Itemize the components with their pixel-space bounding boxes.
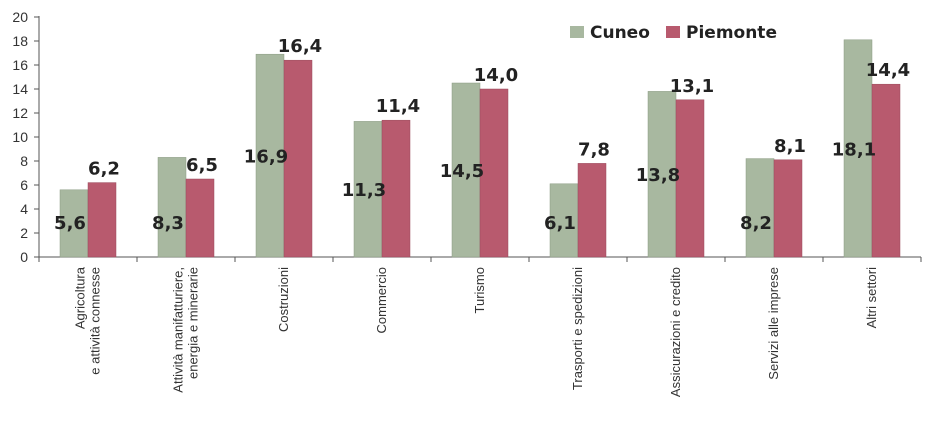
category-label-line: e attività connesse	[88, 267, 103, 375]
category-label: Assicurazioni e credito	[668, 267, 683, 397]
category-label: Commercio	[374, 267, 389, 333]
bar-piemonte	[675, 99, 705, 258]
data-label-piemonte: 8,1	[774, 136, 806, 157]
bar-piemonte	[577, 163, 607, 258]
category-label-line: energia e minerarie	[186, 267, 201, 379]
chart-bars	[59, 39, 901, 258]
data-label-piemonte: 6,5	[186, 155, 218, 176]
data-label-piemonte: 16,4	[278, 36, 322, 57]
category-label-line: Attività manifatturiere,	[171, 267, 186, 393]
bar-cuneo	[59, 189, 89, 258]
bar-cuneo	[549, 183, 579, 258]
bar-piemonte	[773, 159, 803, 258]
bar-piemonte	[871, 83, 901, 258]
bar-cuneo	[843, 39, 873, 258]
bar-piemonte	[283, 59, 313, 258]
y-tick-label: 0	[20, 249, 28, 265]
legend-label: Cuneo	[590, 23, 650, 43]
y-tick-label: 6	[20, 177, 28, 193]
data-label-piemonte: 14,4	[866, 60, 910, 81]
chart-category-labels: Agricolturae attività connesse Attività m…	[73, 266, 880, 397]
bar-cuneo	[353, 121, 383, 258]
data-label-piemonte: 13,1	[670, 76, 714, 97]
data-label-piemonte: 11,4	[376, 96, 420, 117]
legend-label: Piemonte	[686, 23, 777, 43]
category-label-line: Commercio	[374, 267, 389, 333]
category-label: Costruzioni	[276, 267, 291, 332]
category-label: Attività manifatturiere,energia e minera…	[171, 267, 201, 393]
bar-cuneo	[451, 82, 481, 258]
bar-piemonte	[185, 178, 215, 258]
bar-cuneo	[745, 158, 775, 258]
data-label-cuneo: 5,6	[54, 213, 86, 234]
data-label-cuneo: 6,1	[544, 213, 576, 234]
chart-data-labels: 5,6 6,2 8,3 6,5 16,9 16,4 11,3 11,4 14,5 14,0 6,1 7…	[54, 36, 910, 234]
y-tick-label: 10	[12, 129, 28, 145]
category-label-line: Agricoltura	[73, 266, 88, 329]
category-label-line: Servizi alle imprese	[766, 267, 781, 380]
legend-swatch	[570, 26, 584, 38]
category-label-line: Trasporti e spedizioni	[570, 267, 585, 390]
chart-legend: Cuneo Piemonte	[570, 23, 777, 43]
category-label: Turismo	[472, 267, 487, 313]
y-tick-label: 4	[20, 201, 28, 217]
category-label-line: Assicurazioni e credito	[668, 267, 683, 397]
y-tick-label: 2	[20, 225, 28, 241]
category-label: Agricolturae attività connesse	[73, 266, 103, 374]
data-label-cuneo: 8,3	[152, 213, 184, 234]
y-tick-label: 12	[12, 105, 28, 121]
y-tick-label: 20	[12, 9, 28, 25]
y-tick-label: 8	[20, 153, 28, 169]
bar-piemonte	[381, 119, 411, 258]
data-label-piemonte: 14,0	[474, 65, 518, 86]
bar-cuneo	[647, 91, 677, 258]
category-label: Trasporti e spedizioni	[570, 267, 585, 390]
data-label-cuneo: 11,3	[342, 180, 386, 201]
category-label-line: Altri settori	[864, 267, 879, 329]
bar-cuneo	[157, 157, 187, 258]
data-label-cuneo: 14,5	[440, 161, 484, 182]
data-label-cuneo: 8,2	[740, 213, 772, 234]
data-label-cuneo: 16,9	[244, 147, 288, 168]
y-tick-label: 14	[12, 81, 28, 97]
bar-piemonte	[479, 88, 509, 258]
data-label-piemonte: 6,2	[88, 159, 120, 180]
data-label-piemonte: 7,8	[578, 139, 610, 160]
bar-cuneo	[255, 53, 285, 258]
category-label: Servizi alle imprese	[766, 267, 781, 380]
category-label-line: Turismo	[472, 267, 487, 313]
category-label-line: Costruzioni	[276, 267, 291, 332]
data-label-cuneo: 18,1	[832, 139, 876, 160]
data-label-cuneo: 13,8	[636, 165, 680, 186]
category-label: Altri settori	[864, 267, 879, 329]
y-tick-label: 18	[12, 33, 28, 49]
y-tick-label: 16	[12, 57, 28, 73]
legend-swatch	[666, 26, 680, 38]
bar-piemonte	[87, 182, 117, 258]
